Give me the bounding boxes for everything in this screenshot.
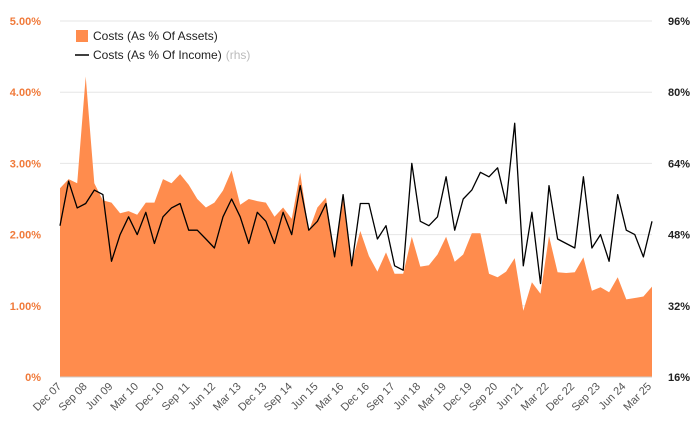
left-axis-ticks: 0% 1.00% 2.00% 3.00% 4.00% 5.00%	[10, 16, 41, 384]
y-right-tick-label: 16%	[668, 372, 690, 384]
x-tick-label: Sep 17	[364, 381, 397, 414]
income-line	[59, 122, 653, 285]
x-tick-label: Dec 10	[134, 381, 167, 414]
y-left-tick-label: 2.00%	[10, 230, 41, 242]
y-left-tick-label: 5.00%	[10, 16, 41, 28]
legend-marker-assets	[76, 30, 88, 42]
y-right-tick-label: 96%	[668, 16, 690, 28]
y-left-tick-label: 4.00%	[10, 87, 41, 99]
x-tick-label: Sep 08	[57, 381, 90, 414]
x-tick-label: Sep 14	[262, 381, 295, 414]
y-left-tick-label: 1.00%	[10, 301, 41, 313]
assets-area-series	[60, 76, 652, 377]
assets-area	[60, 76, 652, 377]
legend-label-income: Costs (As % Of Income) (rhs)	[93, 48, 250, 62]
y-right-tick-label: 80%	[668, 87, 690, 99]
y-right-tick-label: 64%	[668, 158, 690, 170]
legend-label-assets: Costs (As % Of Assets)	[93, 29, 218, 43]
right-axis-ticks: 16% 32% 48% 64% 80% 96%	[668, 16, 690, 384]
x-tick-label: Sep 11	[160, 381, 193, 414]
y-left-tick-label: 3.00%	[10, 158, 41, 170]
y-right-tick-label: 48%	[668, 230, 690, 242]
legend: Costs (As % Of Assets) Costs (As % Of In…	[75, 29, 250, 62]
x-tick-label: Sep 20	[467, 381, 500, 414]
y-right-tick-label: 32%	[668, 301, 690, 313]
y-left-tick-label: 0%	[25, 372, 41, 384]
income-line-series	[59, 122, 653, 285]
x-tick-label: Sep 23	[570, 381, 603, 414]
x-tick-label: Mar 25	[621, 381, 654, 414]
